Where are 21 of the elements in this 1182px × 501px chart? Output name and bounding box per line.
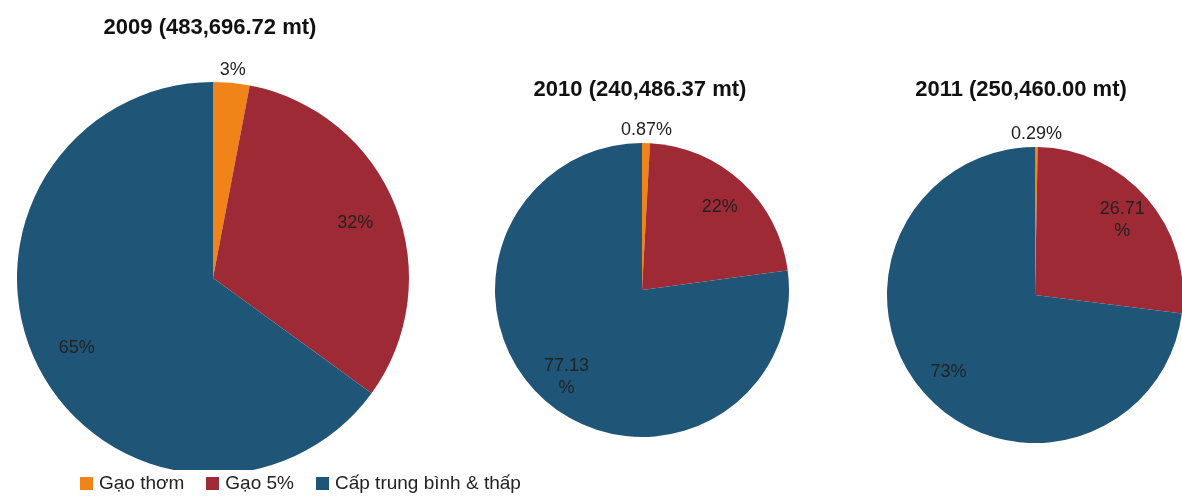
- chart-title: 2009 (483,696.72 mt): [102, 14, 318, 40]
- legend-label: Cấp trung bình & thấp: [334, 472, 521, 494]
- data-label: 22%: [701, 195, 738, 216]
- chart-title: 2010 (240,486.37 mt): [532, 76, 748, 102]
- data-label: 32%: [337, 211, 374, 232]
- data-label: 77.13 %: [544, 355, 590, 398]
- pie-slice: [642, 143, 788, 290]
- pie-slice: [887, 147, 1182, 443]
- data-label: 65%: [58, 337, 95, 358]
- data-label: 0.87%: [620, 119, 672, 140]
- data-label: 0.29%: [1010, 123, 1062, 144]
- data-label: 3%: [219, 58, 246, 79]
- legend-label: Gạo 5%: [225, 472, 294, 494]
- pie-slice: [213, 82, 250, 278]
- pie-slice: [1035, 147, 1182, 314]
- data-label: 73%: [930, 361, 967, 382]
- legend-label: Gạo thơm: [99, 472, 185, 494]
- data-label: 26.71 %: [1099, 198, 1145, 241]
- pie-slice: [495, 143, 789, 437]
- pie-slice: [213, 85, 409, 394]
- chart-title: 2011 (250,460.00 mt): [914, 76, 1128, 102]
